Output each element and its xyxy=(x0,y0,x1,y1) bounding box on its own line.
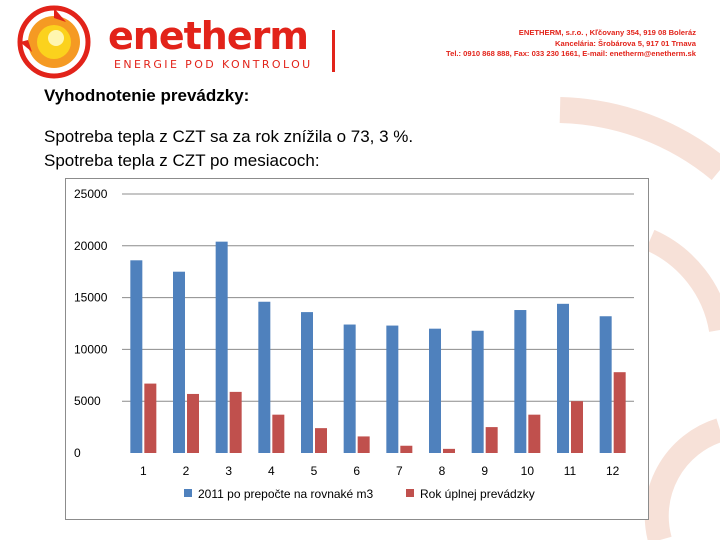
bar-blue xyxy=(471,330,484,453)
logo: enetherm ENERGIE POD KONTROLOU xyxy=(14,4,335,79)
logo-divider xyxy=(332,30,335,72)
y-tick-label: 25000 xyxy=(74,187,108,201)
contact-address: ENETHERM, s.r.o. , Kľčovany 354, 919 08 … xyxy=(518,28,696,37)
x-tick-label: 3 xyxy=(225,464,232,478)
bar-blue xyxy=(258,301,271,453)
legend-label: Rok úplnej prevádzky xyxy=(420,487,535,501)
bar-red xyxy=(144,383,157,453)
bar-blue xyxy=(429,328,441,453)
y-tick-label: 5000 xyxy=(74,394,101,408)
chart-caption: Spotreba tepla z CZT po mesiacoch: xyxy=(44,151,320,170)
section-heading: Vyhodnotenie prevádzky: xyxy=(44,86,250,105)
bar-red xyxy=(485,427,498,453)
legend-swatch xyxy=(406,489,414,497)
contact-office: Kancelária: Šrobárova 5, 917 01 Trnava xyxy=(555,38,696,48)
bar-blue xyxy=(343,324,356,453)
bar-blue xyxy=(130,260,143,453)
logo-mark-icon xyxy=(17,5,91,79)
x-tick-label: 1 xyxy=(140,464,147,478)
bar-red xyxy=(357,436,370,453)
bar-red xyxy=(187,393,199,453)
bar-red xyxy=(400,445,413,453)
logo-tagline: ENERGIE POD KONTROLOU xyxy=(114,58,313,71)
x-tick-label: 11 xyxy=(564,464,577,478)
y-tick-label: 20000 xyxy=(74,239,108,253)
bar-blue xyxy=(173,271,185,453)
bar-blue xyxy=(557,303,569,453)
logo-wordmark: enetherm xyxy=(108,14,309,58)
x-tick-label: 8 xyxy=(439,464,446,478)
bar-red xyxy=(528,414,541,453)
y-tick-label: 15000 xyxy=(74,291,108,305)
bar-red xyxy=(315,428,327,453)
legend-swatch xyxy=(184,489,192,497)
contact-info: ENETHERM, s.r.o. , Kľčovany 354, 919 08 … xyxy=(446,28,696,60)
x-tick-label: 4 xyxy=(268,464,275,478)
bar-red xyxy=(272,414,285,453)
bar-blue xyxy=(215,241,228,453)
bar-red xyxy=(229,391,242,453)
bar-red xyxy=(443,448,455,453)
summary-text: Spotreba tepla z CZT sa za rok znížila o… xyxy=(44,127,414,146)
y-tick-label: 10000 xyxy=(74,342,108,356)
bar-red xyxy=(613,372,626,453)
chart-frame: 0 5000 10000 15000 20000 25000 1 2 3 4 5 6 7 8 9 10 11 12… xyxy=(65,178,649,520)
x-tick-label: 7 xyxy=(396,464,403,478)
bar-blue xyxy=(514,310,527,453)
x-tick-label: 12 xyxy=(606,464,620,478)
bar-blue xyxy=(301,312,313,453)
legend-label: 2011 po prepočte na rovnaké m3 xyxy=(198,487,374,501)
x-tick-label: 2 xyxy=(183,464,190,478)
contact-phone-email: Tel.: 0910 868 888, Fax: 033 230 1661, E… xyxy=(446,49,696,58)
bar-blue xyxy=(386,325,399,453)
bar-blue xyxy=(599,316,612,453)
x-tick-label: 5 xyxy=(311,464,318,478)
x-tick-label: 10 xyxy=(521,464,535,478)
bar-red xyxy=(571,401,583,453)
y-tick-label: 0 xyxy=(74,446,81,460)
x-tick-label: 6 xyxy=(353,464,360,478)
x-tick-label: 9 xyxy=(481,464,488,478)
